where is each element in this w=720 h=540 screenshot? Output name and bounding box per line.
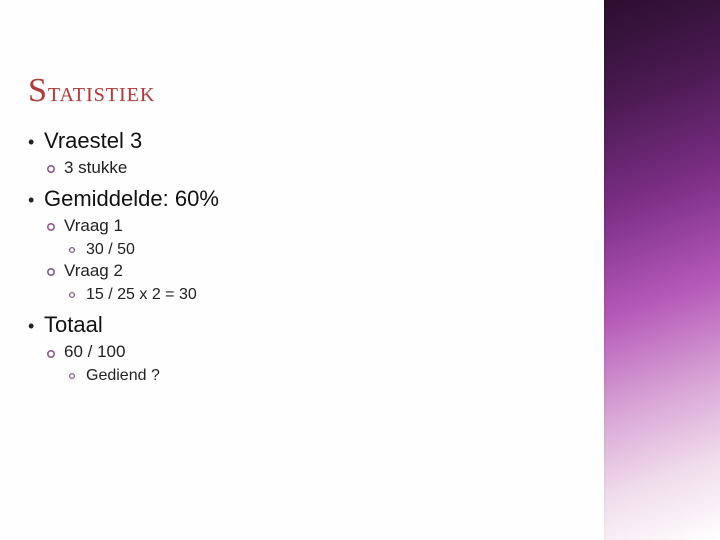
- dot-bullet-icon: •: [28, 133, 44, 151]
- list-item: • Totaal 60 / 100 Gedien: [28, 312, 576, 385]
- list-item: 3 stukke: [46, 158, 576, 178]
- slide-title: Statistiek: [28, 72, 576, 110]
- dot-bullet-icon: •: [28, 317, 44, 335]
- ring-bullet-icon: [68, 285, 86, 304]
- list-item: • Gemiddelde: 60% Vraag 1: [28, 186, 576, 304]
- item-text: Vraestel 3: [44, 128, 142, 154]
- list-item: 15 / 25 x 2 = 30: [68, 285, 576, 304]
- item-text: Gediend ?: [86, 367, 160, 385]
- item-text: 60 / 100: [64, 342, 125, 362]
- ring-bullet-icon: [46, 344, 64, 361]
- list-item: 30 / 50: [68, 240, 576, 259]
- ring-bullet-icon: [46, 160, 64, 177]
- bullet-list: • Vraestel 3 3 stukke • Gemiddelde: 60%: [28, 128, 576, 386]
- content-area: Statistiek • Vraestel 3 3 stukke: [0, 0, 604, 540]
- item-text: Vraag 2: [64, 261, 123, 281]
- dot-bullet-icon: •: [28, 191, 44, 209]
- list-item: Vraag 2 15 / 25 x 2 = 30: [46, 261, 576, 304]
- item-text: Vraag 1: [64, 216, 123, 236]
- item-text: 3 stukke: [64, 158, 127, 178]
- item-text: Totaal: [44, 312, 103, 338]
- list-item: Vraag 1 30 / 50: [46, 216, 576, 259]
- list-item: • Vraestel 3 3 stukke: [28, 128, 576, 178]
- ring-bullet-icon: [68, 366, 86, 385]
- item-text: 15 / 25 x 2 = 30: [86, 286, 197, 304]
- item-text: Gemiddelde: 60%: [44, 186, 219, 212]
- slide: Statistiek • Vraestel 3 3 stukke: [0, 0, 720, 540]
- item-text: 30 / 50: [86, 241, 135, 259]
- ring-bullet-icon: [46, 218, 64, 235]
- gradient-sidebar: [604, 0, 720, 540]
- vertical-divider: [604, 0, 606, 540]
- ring-bullet-icon: [68, 240, 86, 259]
- ring-bullet-icon: [46, 263, 64, 280]
- list-item: Gediend ?: [68, 366, 576, 385]
- list-item: 60 / 100 Gediend ?: [46, 342, 576, 385]
